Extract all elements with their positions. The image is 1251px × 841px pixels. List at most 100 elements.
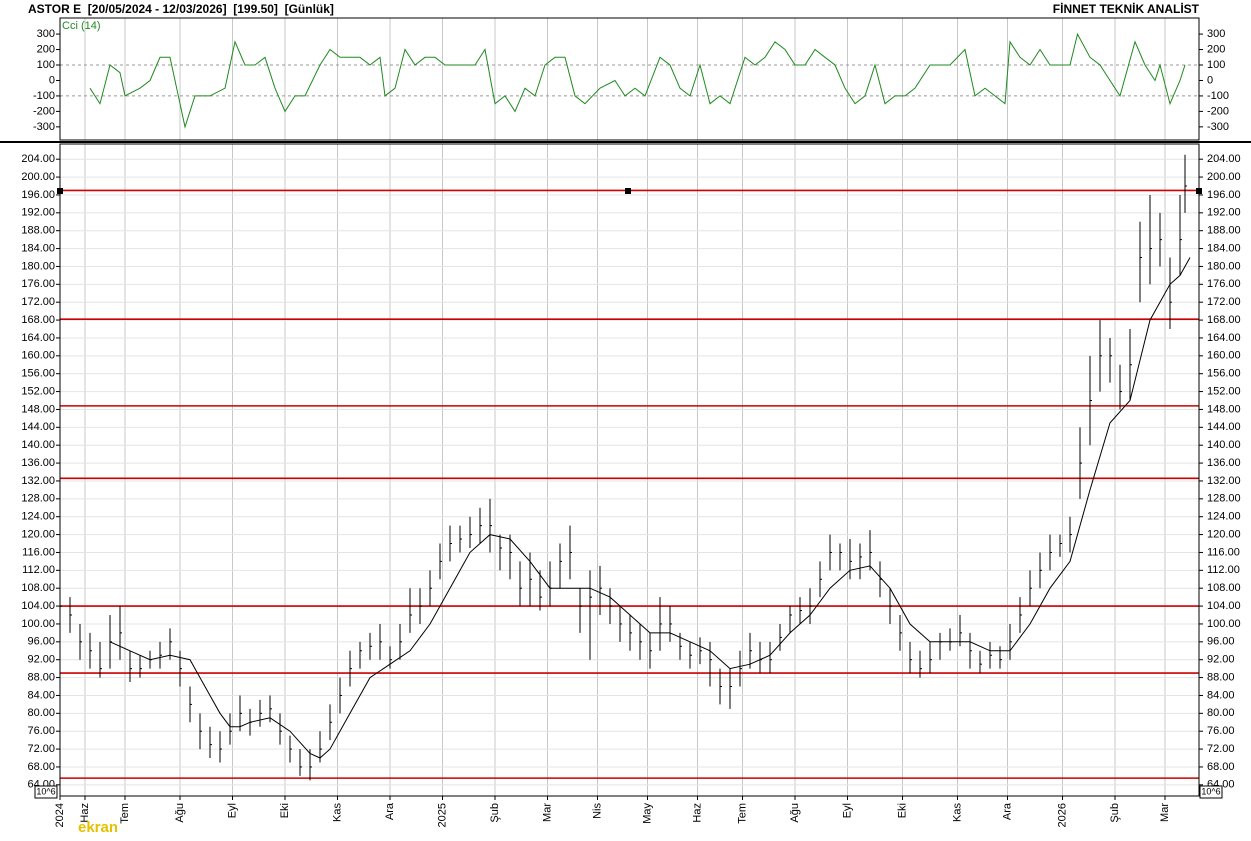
- y-tick-label: 88.00: [27, 671, 55, 683]
- y-tick-label: 96.00: [1207, 636, 1235, 648]
- chart-title: ASTOR E [20/05/2024 - 12/03/2026] [199.5…: [28, 2, 334, 16]
- y-tick-label: 168.00: [1207, 314, 1241, 326]
- y-tick-label: 204.00: [21, 153, 55, 165]
- y-tick-label: 172.00: [21, 296, 55, 308]
- y-tick-label: -100: [33, 90, 55, 102]
- x-tick-label: Ara: [1001, 802, 1013, 820]
- brand: FİNNET TEKNİK ANALİST: [1053, 1, 1200, 16]
- y-tick-label: 148.00: [21, 403, 55, 415]
- y-tick-label: 84.00: [27, 689, 55, 701]
- y-tick-label: 152.00: [21, 385, 55, 397]
- y-tick-label: 100.00: [21, 618, 55, 630]
- y-tick-label: 144.00: [21, 421, 55, 433]
- x-tick-label: 2025: [436, 803, 448, 827]
- y-tick-label: 140.00: [1207, 439, 1241, 451]
- x-tick-label: Kas: [951, 803, 963, 822]
- y-tick-label: 124.00: [21, 511, 55, 523]
- x-tick-label: Eki: [279, 803, 291, 818]
- y-tick-label: 128.00: [21, 493, 55, 505]
- x-tick-label: Kas: [331, 803, 343, 822]
- x-tick-label: Eki: [896, 803, 908, 818]
- y-tick-label: 100: [37, 59, 55, 71]
- x-tick-label: Eyl: [226, 803, 238, 818]
- y-tick-label: 128.00: [1207, 493, 1241, 505]
- x-tick-label: Tem: [736, 803, 748, 824]
- y-tick-label: -200: [33, 105, 55, 117]
- y-tick-label: 300: [37, 28, 55, 40]
- y-tick-label: 136.00: [21, 457, 55, 469]
- x-tick-label: Mar: [541, 803, 553, 822]
- y-tick-label: 196.00: [21, 189, 55, 201]
- handle: [625, 188, 631, 194]
- y-tick-label: 0: [49, 74, 55, 86]
- y-tick-label: 200: [37, 43, 55, 55]
- y-tick-label: 100.00: [1207, 618, 1241, 630]
- scale-box: [1199, 785, 1223, 799]
- y-tick-label: 116.00: [1207, 546, 1240, 558]
- y-tick-label: 104.00: [1207, 600, 1241, 612]
- y-tick-label: 140.00: [21, 439, 55, 451]
- y-tick-label: 192.00: [21, 207, 55, 219]
- x-tick-label: Nis: [591, 803, 603, 819]
- x-tick-label: Mar: [1159, 803, 1171, 822]
- y-tick-label: 184.00: [1207, 242, 1241, 254]
- cci-frame: [59, 17, 1200, 141]
- y-tick-label: 84.00: [1207, 689, 1235, 701]
- y-tick-label: -100: [1207, 90, 1229, 102]
- y-tick-label: 108.00: [21, 582, 55, 594]
- y-tick-label: 168.00: [21, 314, 55, 326]
- x-tick-label: 2026: [1056, 803, 1068, 827]
- y-tick-label: 184.00: [21, 242, 55, 254]
- y-tick-label: 88.00: [1207, 671, 1235, 683]
- y-tick-label: 156.00: [21, 368, 55, 380]
- y-tick-label: 120.00: [1207, 528, 1241, 540]
- watermark: ekran: [78, 819, 118, 836]
- y-tick-label: 96.00: [27, 636, 55, 648]
- y-tick-label: 100: [1207, 59, 1225, 71]
- handle: [1196, 188, 1202, 194]
- y-tick-label: 80.00: [1207, 707, 1235, 719]
- y-tick-label: 80.00: [27, 707, 55, 719]
- cci-line: [89, 32, 1186, 129]
- y-tick-label: 300: [1207, 28, 1225, 40]
- y-tick-label: 72.00: [27, 743, 55, 755]
- plot: [59, 32, 1199, 781]
- y-tick-label: 176.00: [21, 278, 55, 290]
- y-tick-label: 148.00: [1207, 403, 1241, 415]
- y-tick-label: 172.00: [1207, 296, 1241, 308]
- y-tick-label: 188.00: [21, 225, 55, 237]
- y-tick-label: 196.00: [1207, 189, 1241, 201]
- y-tick-label: 0: [1207, 74, 1213, 86]
- y-tick-label: -300: [33, 121, 55, 133]
- y-tick-label: -200: [1207, 105, 1229, 117]
- y-tick-label: 132.00: [1207, 475, 1241, 487]
- scale-box: [34, 785, 58, 799]
- y-tick-label: 76.00: [27, 725, 55, 737]
- scale-note: 10^6: [1201, 786, 1220, 796]
- y-tick-label: 176.00: [1207, 278, 1241, 290]
- y-tick-label: 192.00: [1207, 207, 1241, 219]
- y-tick-label: 188.00: [1207, 225, 1241, 237]
- y-tick-label: 200.00: [1207, 171, 1241, 183]
- y-tick-label: 144.00: [1207, 421, 1241, 433]
- x-tick-label: Haz: [691, 803, 703, 823]
- price-frame: [59, 143, 1200, 797]
- y-tick-label: 132.00: [21, 475, 55, 487]
- y-tick-label: 136.00: [1207, 457, 1241, 469]
- y-tick-label: 68.00: [1207, 761, 1235, 773]
- y-tick-label: 164.00: [1207, 332, 1241, 344]
- cci-title: Cci (14): [62, 20, 101, 32]
- moving-average: [109, 257, 1191, 759]
- y-tick-label: 156.00: [1207, 368, 1241, 380]
- scale-note: 10^6: [36, 786, 55, 796]
- y-tick-label: 108.00: [1207, 582, 1241, 594]
- y-tick-label: 68.00: [27, 761, 55, 773]
- y-tick-label: 160.00: [1207, 350, 1241, 362]
- handle: [57, 188, 63, 194]
- y-tick-label: 180.00: [1207, 260, 1241, 272]
- y-tick-label: 160.00: [21, 350, 55, 362]
- x-tick-label: May: [641, 803, 653, 824]
- y-tick-label: 120.00: [21, 528, 55, 540]
